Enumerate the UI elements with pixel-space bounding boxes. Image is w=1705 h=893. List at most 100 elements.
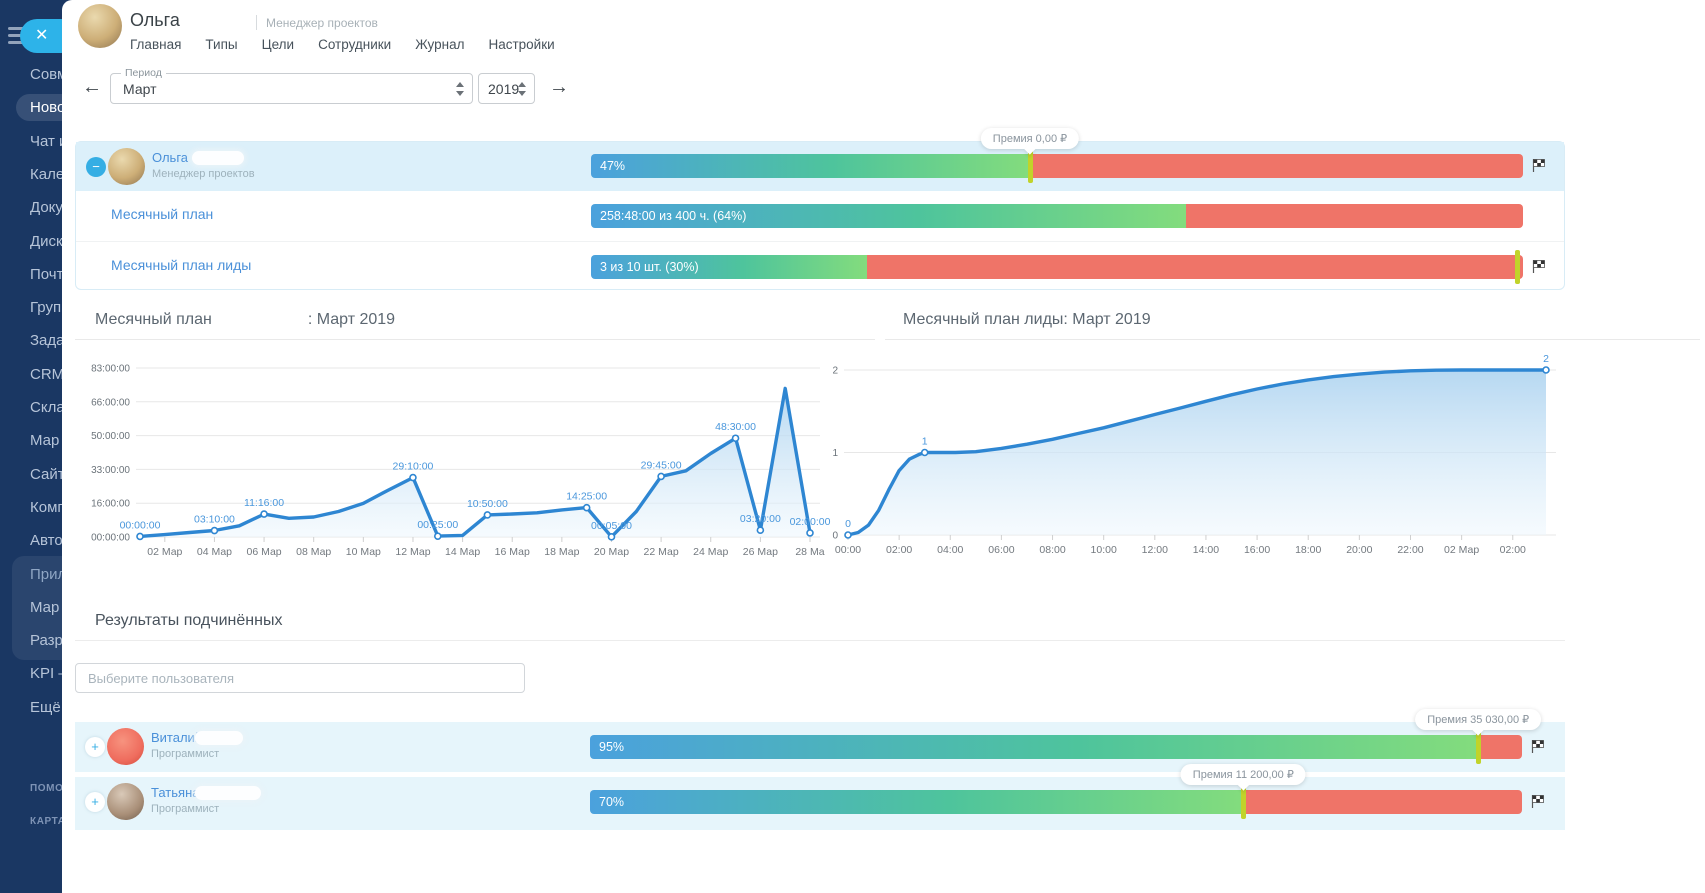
avatar[interactable] [107, 728, 144, 765]
sidebar-item-13[interactable]: Комп [30, 498, 66, 516]
svg-text:00:25:00: 00:25:00 [417, 519, 458, 531]
svg-text:66:00:00: 66:00:00 [91, 397, 130, 408]
svg-text:03:10:00: 03:10:00 [194, 514, 235, 526]
sidebar-item-11[interactable]: Мар [30, 432, 60, 450]
svg-text:16 Мар: 16 Мар [495, 546, 530, 558]
bar-remainder [1243, 790, 1522, 814]
premium-threshold-marker [1515, 250, 1521, 284]
bar-fill [590, 735, 1479, 759]
previous-period-button[interactable]: ← [82, 76, 102, 98]
results-section-title: Результаты подчинённых [95, 612, 283, 629]
user-role-label: Программист [151, 803, 220, 815]
finish-flag-icon [1531, 795, 1544, 808]
right-chart-title: Месячный план лиды: Март 2019 [903, 311, 1151, 328]
svg-text:16:00: 16:00 [1244, 544, 1270, 556]
sidebar-item-18[interactable]: KPI – [30, 665, 67, 683]
finish-flag-icon [1532, 159, 1545, 172]
sidebar-item-1[interactable]: Ново [30, 99, 66, 117]
svg-text:1: 1 [922, 436, 928, 448]
expand-button[interactable]: + [85, 792, 105, 812]
sidebar-footer-item-1[interactable]: КАРТА [30, 816, 66, 827]
avatar[interactable] [108, 148, 145, 185]
finish-flag-icon [1532, 260, 1545, 273]
svg-text:20:00: 20:00 [1346, 544, 1372, 556]
sidebar-item-15[interactable]: Прил [30, 565, 67, 583]
period-month-select[interactable]: Период Март [110, 67, 473, 104]
svg-text:18:00: 18:00 [1295, 544, 1321, 556]
sidebar-item-12[interactable]: Сайт [30, 465, 65, 483]
goal-flag [1532, 158, 1546, 173]
premium-threshold-marker [1476, 730, 1482, 764]
header-divider [256, 15, 257, 30]
period-label: Период [121, 67, 166, 79]
premium-tooltip: Премия 11 200,00 ₽ [1180, 764, 1306, 785]
nav-item-4[interactable]: Журнал [415, 37, 465, 52]
sidebar-item-14[interactable]: Авто [30, 532, 63, 550]
sidebar-item-19[interactable]: Ещё [30, 698, 61, 716]
sidebar-item-9[interactable]: CRM [30, 365, 65, 383]
svg-text:14 Мар: 14 Мар [445, 546, 480, 558]
user-select-input[interactable] [75, 663, 525, 693]
sidebar-item-10[interactable]: Скла [30, 399, 65, 416]
svg-text:33:00:00: 33:00:00 [91, 465, 130, 476]
svg-text:02:00: 02:00 [1500, 544, 1526, 556]
left-chart-divider [75, 339, 875, 340]
svg-text:0: 0 [845, 518, 851, 530]
sidebar-item-2[interactable]: Чат и [30, 132, 68, 150]
kpi-row-2: Месячный план лиды 3 из 10 шт. (30%) [76, 241, 1564, 292]
metric-link[interactable]: Месячный план лиды [111, 257, 252, 273]
bar-value-label: 95% [599, 740, 625, 754]
user-name-link[interactable]: Виталий [151, 730, 203, 745]
sidebar-item-7[interactable]: Груп [30, 299, 62, 317]
metric-link[interactable]: Месячный план [111, 206, 214, 222]
collapse-button[interactable]: − [86, 157, 106, 177]
svg-text:00:05:00: 00:05:00 [591, 520, 632, 532]
svg-text:28 Ма: 28 Ма [795, 546, 824, 558]
period-year-select[interactable]: 2019 [478, 73, 535, 104]
user-avatar[interactable] [78, 4, 122, 48]
next-period-button[interactable]: → [549, 76, 569, 98]
sidebar-item-5[interactable]: Диск [30, 232, 63, 250]
svg-text:02:00: 02:00 [886, 544, 912, 556]
subordinate-row-1: + Татьяна Программист 70% Премия 11 200,00 ₽ [75, 764, 1565, 830]
svg-text:10 Мар: 10 Мар [346, 546, 381, 558]
sidebar-item-6[interactable]: Почт [30, 265, 64, 283]
sidebar-item-4[interactable]: Доку [30, 199, 63, 217]
bar-remainder [1185, 204, 1523, 228]
avatar[interactable] [107, 783, 144, 820]
unfold-icon [518, 82, 527, 96]
nav-item-3[interactable]: Сотрудники [318, 37, 392, 52]
redacted-surname [195, 731, 243, 745]
sidebar-item-16[interactable]: Мар [30, 598, 60, 616]
user-name-link[interactable]: Татьяна [151, 785, 200, 800]
sidebar-item-3[interactable]: Кале [30, 165, 65, 183]
sub-bar-1: 70% Премия 11 200,00 ₽ [590, 764, 1522, 819]
user-name-link[interactable]: Ольга [152, 150, 189, 165]
expand-button[interactable]: + [85, 737, 105, 757]
premium-threshold-marker [1027, 149, 1033, 183]
kpi-user-block: − Ольга Менеджер проектов 47% Премия 0,00 ₽ … [75, 128, 1565, 292]
sub-bar-0: 95% Премия 35 030,00 ₽ [590, 709, 1542, 764]
nav-item-0[interactable]: Главная [130, 37, 182, 52]
sidebar-item-17[interactable]: Разр [30, 632, 63, 650]
svg-text:29:10:00: 29:10:00 [393, 461, 434, 473]
goal-flag [1531, 794, 1545, 809]
user-role-label: Программист [151, 748, 220, 760]
svg-text:14:00: 14:00 [1193, 544, 1219, 556]
nav-item-1[interactable]: Типы [205, 37, 238, 52]
svg-text:10:50:00: 10:50:00 [467, 498, 508, 510]
redacted-surname [192, 151, 244, 165]
bar-value-label: 47% [600, 159, 626, 173]
sidebar-footer-item-0[interactable]: ПОМО [30, 783, 64, 794]
kpi-bar-0: 47% Премия 0,00 ₽ [591, 128, 1523, 183]
nav-item-2[interactable]: Цели [261, 37, 295, 52]
sidebar-item-0[interactable]: Совм [30, 66, 68, 83]
svg-text:02 Мар: 02 Мар [147, 546, 182, 558]
bar-remainder [866, 255, 1523, 279]
period-month-value: Март [123, 81, 157, 97]
svg-text:26 Мар: 26 Мар [743, 546, 778, 558]
sidebar-item-8[interactable]: Зада [30, 332, 65, 350]
nav-item-5[interactable]: Настройки [488, 37, 555, 52]
period-year-value: 2019 [488, 81, 520, 97]
